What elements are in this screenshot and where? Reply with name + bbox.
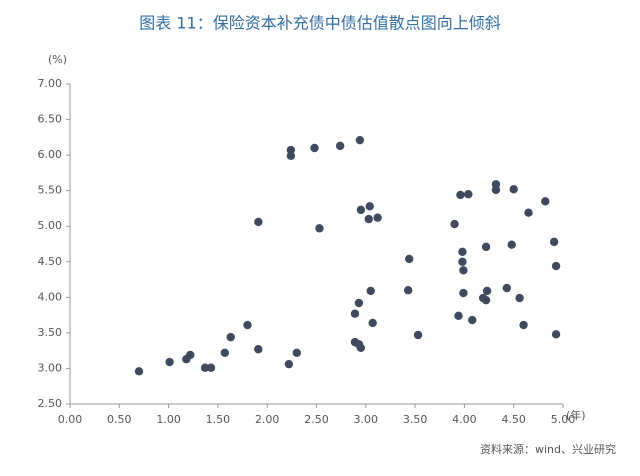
scatter-point [468,315,477,325]
scatter-point [403,286,413,295]
x-tick-label: 5.00 [551,413,576,426]
scatter-point [456,190,465,200]
x-axis-label: (年) [566,408,586,422]
scatter-point [226,332,235,342]
scatter-point [515,293,524,303]
scatter-point [286,151,296,161]
scatter-point [254,345,263,354]
y-tick-label: 6.00 [38,148,63,161]
y-tick-label: 3.50 [38,326,63,339]
y-tick-label: 2.50 [38,397,63,410]
scatter-point [356,205,366,215]
x-tick-label: 4.50 [501,413,526,426]
y-tick-label: 4.00 [38,290,63,303]
scatter-point [459,266,468,275]
scatter-point [220,348,230,357]
x-tick-label: 2.50 [304,413,329,426]
x-tick-label: 2.00 [255,413,280,426]
scatter-point [292,348,301,357]
scatter-point [502,283,511,293]
scatter-point [459,288,468,298]
source-note: 资料来源：wind、兴业研究 [480,442,616,456]
scatter-point [368,318,377,328]
y-tick-label: 5.00 [38,219,63,232]
scatter-point [315,224,324,233]
x-tick-label: 0.50 [107,413,132,426]
scatter-point [509,185,518,194]
y-tick-label: 7.00 [38,77,63,90]
chart-title: 图表 11：保险资本补充债中债估值散点图向上倾斜 [139,14,500,33]
scatter-point [355,135,365,145]
x-tick-label: 1.00 [156,413,181,426]
scatter-point [549,237,559,247]
scatter-point [200,363,210,372]
scatter-point [186,350,195,360]
x-tick-label: 1.50 [206,413,231,426]
x-tick-label: 3.00 [354,413,379,426]
scatter-point [458,247,467,257]
scatter-point [413,330,423,340]
y-axis-label: (%) [48,53,67,66]
scatter-point [134,367,144,376]
y-tick-label: 4.50 [38,255,63,268]
scatter-point [481,242,491,252]
scatter-point [243,320,252,330]
scatter-point [482,286,492,296]
x-tick-label: 4.00 [452,413,477,426]
scatter-point [519,320,528,330]
scatter-point [551,330,561,339]
scatter-point [524,208,533,217]
scatter-point [551,261,561,271]
scatter-point [350,309,360,318]
scatter-point [450,219,459,229]
scatter-point [165,357,174,367]
scatter-point [365,202,374,211]
scatter-point [335,141,345,151]
scatter-point [464,190,473,199]
scatter-point [206,363,216,372]
scatter-point [541,197,550,206]
scatter-point [284,359,294,369]
scatter-point [507,240,516,249]
scatter-point [354,298,364,308]
x-tick-label: 0.00 [58,413,83,426]
scatter-point [491,185,501,195]
scatter-point [366,286,375,296]
y-tick-label: 6.50 [38,113,63,126]
scatter-point [481,295,491,305]
scatter-point [373,213,382,222]
scatter-point [310,143,319,153]
y-tick-label: 5.50 [38,184,63,197]
scatter-point [356,343,366,353]
scatter-point [254,217,263,227]
y-tick-label: 3.00 [38,361,63,374]
scatter-point [364,214,373,224]
x-tick-label: 3.50 [403,413,428,426]
scatter-point [404,254,414,264]
scatter-point [454,311,463,321]
scatter-point [458,257,467,266]
